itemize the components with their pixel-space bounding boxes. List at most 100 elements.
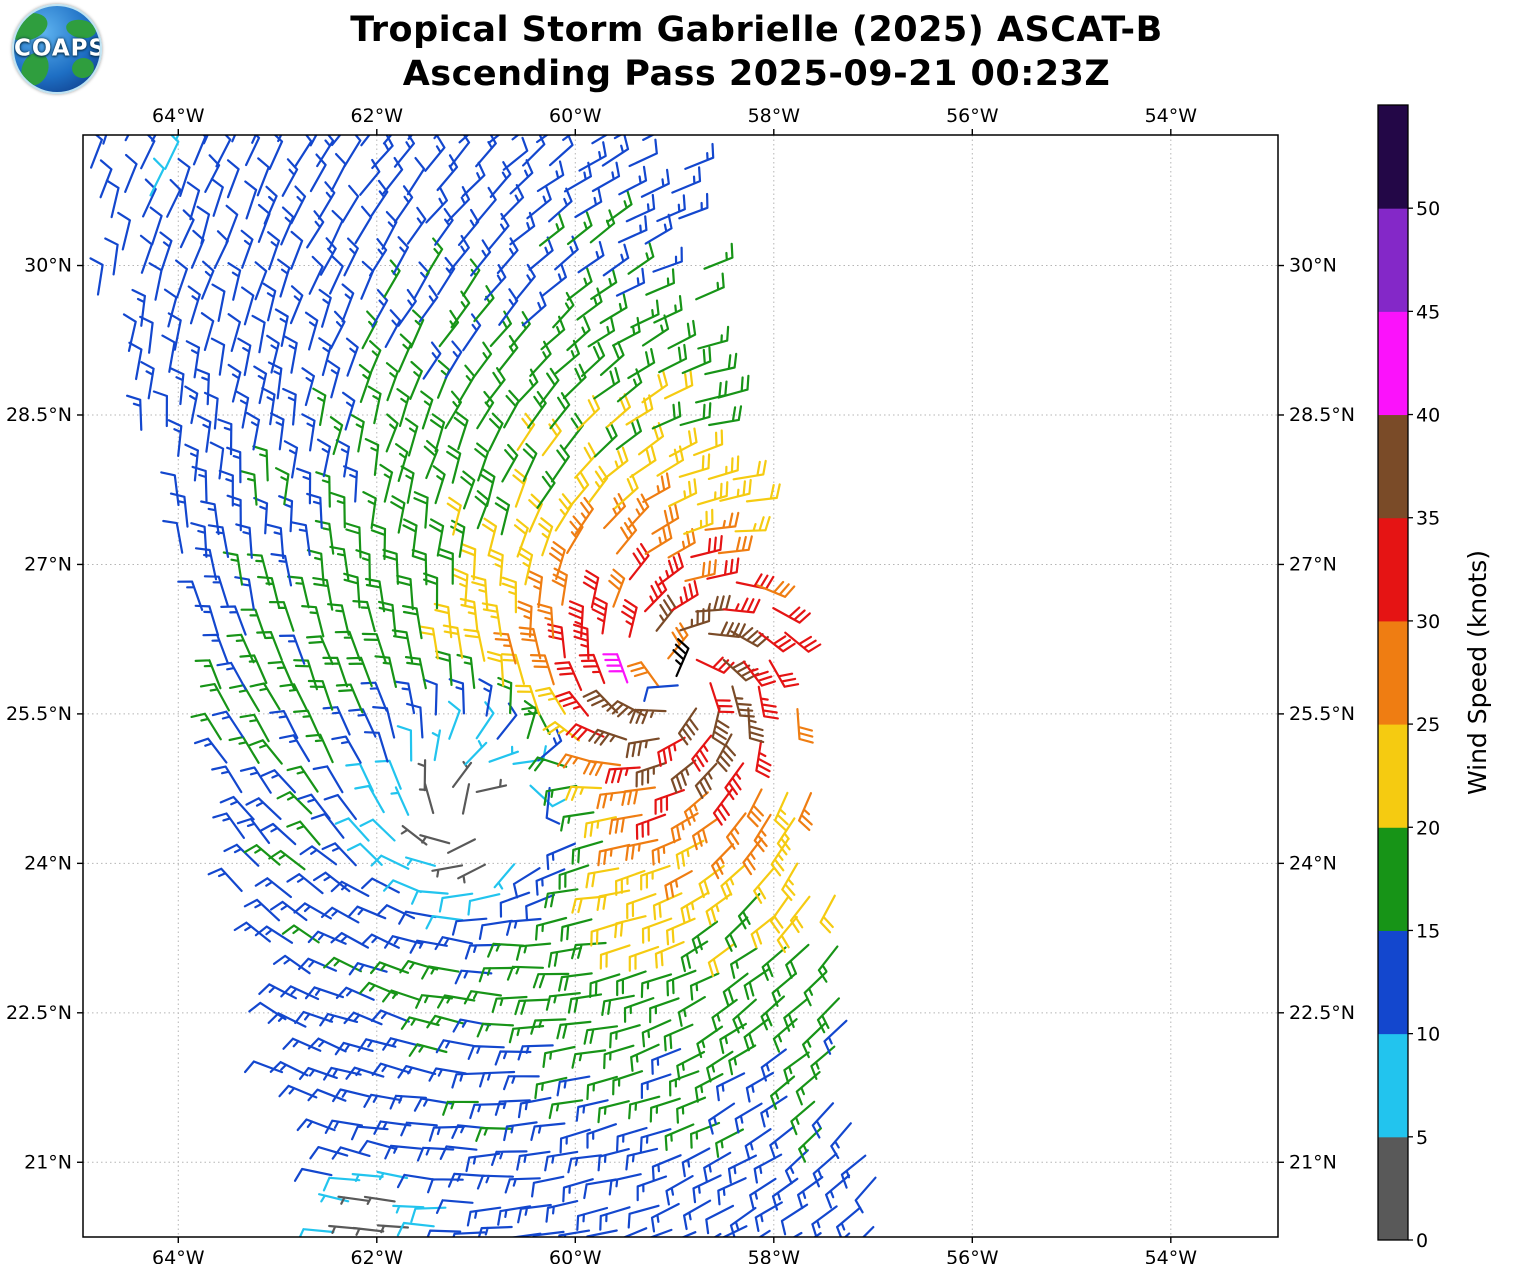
wind-barb [345, 1066, 385, 1080]
wind-barb [726, 812, 747, 850]
wind-barb [268, 135, 284, 170]
wind-barb [696, 481, 729, 506]
wind-barb [658, 343, 688, 374]
wind-barb [811, 1102, 835, 1139]
wind-barb [536, 135, 549, 144]
wind-barb [521, 291, 547, 327]
wind-barb [363, 1195, 396, 1205]
wind-barb [258, 983, 297, 1000]
wind-barb [370, 523, 387, 561]
wind-barb [554, 235, 579, 271]
wind-barb [459, 597, 479, 633]
wind-barb [642, 472, 671, 503]
wind-barb [509, 211, 536, 246]
wind-barb [708, 405, 743, 427]
wind-barb [672, 638, 690, 678]
wind-barb [722, 972, 749, 1007]
wind-barb [586, 1123, 617, 1149]
wind-barb [493, 863, 516, 890]
wind-barb [328, 209, 344, 249]
x-tick-label-bottom: 54°W [1145, 1247, 1198, 1264]
wind-barb [683, 791, 709, 826]
wind-barb [346, 656, 373, 688]
wind-barb [400, 465, 415, 504]
wind-barb [625, 193, 656, 223]
wind-barb [597, 843, 631, 867]
wind-barb [580, 341, 606, 378]
wind-barb [668, 427, 698, 458]
wind-barb [470, 575, 489, 611]
wind-barb [666, 917, 696, 946]
wind-barb [467, 893, 501, 916]
wind-barb [530, 1122, 566, 1141]
wind-barb [175, 259, 188, 299]
wind-barb [664, 870, 693, 901]
wind-barb [167, 419, 183, 457]
wind-barb [200, 312, 215, 351]
wind-barb [236, 817, 271, 844]
wind-barb [361, 877, 400, 894]
y-tick-label-left: 30°N [24, 255, 72, 277]
wind-barb [635, 813, 667, 840]
wind-barb [744, 1128, 772, 1161]
wind-barb [239, 713, 270, 743]
wind-barb [745, 1071, 774, 1103]
wind-barb [262, 282, 277, 322]
wind-barb [625, 1147, 659, 1171]
y-tick-label-left: 27°N [24, 553, 72, 575]
wind-barb [409, 360, 423, 400]
wind-barb [408, 1043, 448, 1057]
y-tick-label-right: 24°N [1289, 852, 1337, 874]
wind-barb [571, 1049, 607, 1069]
wind-barb [509, 159, 534, 195]
wind-barb [290, 230, 304, 270]
wind-barb [612, 1070, 644, 1096]
colorbar-segment [1378, 208, 1408, 312]
wind-barb [148, 262, 163, 301]
wind-barb [439, 1145, 478, 1160]
wind-barb [402, 518, 418, 557]
wind-barb [279, 734, 311, 763]
wind-barb [625, 737, 660, 759]
wind-barb [478, 966, 516, 983]
wind-barb [656, 194, 686, 223]
wind-barb [612, 316, 641, 347]
wind-barb [628, 543, 650, 581]
wind-barb [191, 465, 208, 503]
wind-barb [267, 231, 281, 271]
wind-barb [628, 1095, 661, 1120]
wind-barb [503, 389, 520, 429]
wind-barb [425, 237, 444, 276]
wind-barb [606, 393, 631, 428]
wind-barb [770, 1075, 796, 1110]
wind-barb [253, 365, 268, 405]
wind-barb [212, 812, 245, 839]
map-frame [82, 134, 1279, 1238]
wind-barb [746, 788, 764, 828]
wind-barb [605, 766, 641, 784]
wind-barb [684, 559, 717, 582]
wind-barb [528, 493, 543, 533]
wind-barb [397, 1065, 437, 1079]
wind-barb [195, 368, 210, 406]
wind-barb [761, 946, 787, 981]
wind-barb [433, 135, 439, 140]
wind-barb [384, 309, 402, 348]
wind-barb [211, 765, 243, 794]
wind-barb [627, 1204, 660, 1229]
wind-barb [321, 842, 357, 867]
wind-barb [396, 1221, 435, 1237]
wind-barb [369, 238, 388, 277]
wind-barb [418, 783, 435, 815]
wind-barb [567, 993, 603, 1014]
wind-barb [431, 729, 441, 762]
wind-barb [707, 943, 735, 977]
colorbar-segment [1378, 517, 1408, 622]
x-tick-label-top: 58°W [748, 105, 801, 127]
wind-barb [473, 285, 495, 323]
wind-barb [785, 943, 810, 979]
wind-barb [450, 519, 466, 558]
wind-barb [385, 362, 399, 402]
wind-barb [618, 165, 648, 196]
axis-ticks: 64°W 64°W 62°W 62°W 60°W 60°W 58°W 58°W 56°W 56°W… [6, 105, 1355, 1264]
